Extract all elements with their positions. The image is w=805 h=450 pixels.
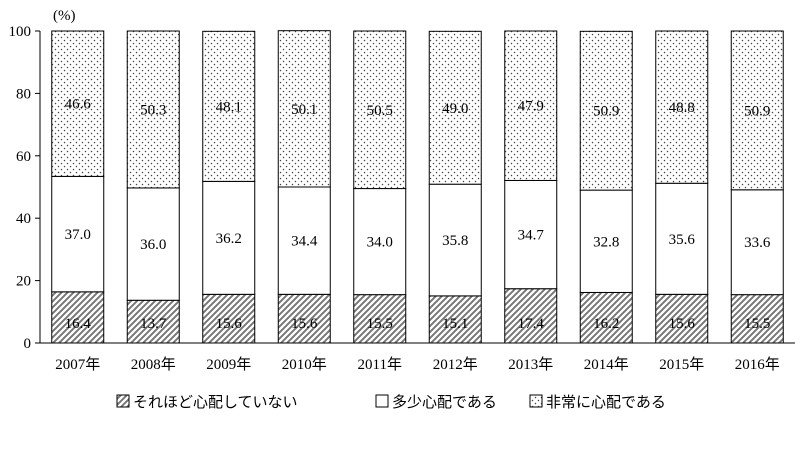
bar-segment <box>51 30 105 177</box>
bar-segment <box>126 299 180 344</box>
bar-segment <box>579 30 633 191</box>
x-tick-label: 2014年 <box>584 356 629 373</box>
data-label: 15.6 <box>669 316 696 332</box>
data-label: 36.2 <box>216 231 242 247</box>
data-label: 32.8 <box>593 234 619 250</box>
bar-segment <box>655 293 709 344</box>
y-tick-label: 60 <box>16 149 31 165</box>
legend-label: 多少心配である <box>392 393 497 411</box>
data-label: 35.6 <box>669 232 696 248</box>
y-tick-label: 80 <box>16 86 31 102</box>
bar-segment <box>51 291 105 344</box>
bar-segment <box>202 30 256 182</box>
data-label: 48.1 <box>216 99 242 115</box>
data-label: 47.9 <box>518 99 544 115</box>
data-label: 48.8 <box>669 100 695 116</box>
x-tick-label: 2010年 <box>282 356 327 373</box>
data-label: 46.6 <box>65 97 92 113</box>
legend-swatch <box>529 394 543 408</box>
bar-segment <box>428 30 482 185</box>
bar-segment <box>202 180 256 295</box>
data-label: 34.4 <box>291 234 318 250</box>
data-label: 34.7 <box>518 228 545 244</box>
x-tick-label: 2007年 <box>55 356 100 373</box>
data-label: 50.1 <box>291 102 317 118</box>
data-label: 17.4 <box>518 316 545 332</box>
data-label: 15.5 <box>367 316 393 332</box>
x-tick-label: 2012年 <box>433 356 478 373</box>
x-tick-label: 2013年 <box>508 356 553 373</box>
data-label: 15.6 <box>291 316 318 332</box>
bar-segment <box>730 30 784 191</box>
bar-segment <box>504 30 558 181</box>
data-label: 33.6 <box>744 235 771 251</box>
bar-segment <box>655 182 709 295</box>
data-label: 50.3 <box>140 102 166 118</box>
x-tick-label: 2011年 <box>358 356 402 373</box>
data-label: 50.9 <box>593 104 619 120</box>
bar-segment <box>353 294 407 344</box>
bar-segment <box>579 291 633 344</box>
legend-label: それほど心配していない <box>133 393 298 411</box>
data-label: 16.4 <box>65 316 92 332</box>
bar-segment <box>504 288 558 344</box>
axes: 0 20 40 60 80 100 2007年 2008年 2009年 2010年 2011年 201… <box>9 24 795 373</box>
legend-label: 非常に心配である <box>546 393 666 411</box>
bar-segment <box>277 30 331 188</box>
data-label: 15.1 <box>442 316 468 332</box>
bar-segment <box>277 293 331 344</box>
x-tick-label: 2009年 <box>206 356 251 373</box>
y-tick-label: 0 <box>24 336 32 352</box>
data-label: 15.6 <box>216 316 243 332</box>
data-label: 13.7 <box>140 316 167 332</box>
data-label: 37.0 <box>65 227 91 243</box>
y-unit-label: (%) <box>53 8 76 24</box>
x-tick-label: 2015年 <box>659 356 704 373</box>
bar-segment <box>428 183 482 297</box>
data-labels: 16.4 37.0 46.6 13.7 36.0 50.3 15.6 36.2 48.1 15.6… <box>65 97 771 332</box>
y-tick-label: 100 <box>9 24 32 40</box>
data-label: 36.0 <box>140 237 166 253</box>
data-label: 15.5 <box>744 316 770 332</box>
x-tick-label: 2016年 <box>735 356 780 373</box>
bar-segment <box>126 187 180 301</box>
legend-swatch <box>375 394 389 408</box>
data-label: 50.9 <box>744 103 770 119</box>
bar-segment <box>353 30 407 190</box>
bars <box>51 30 784 344</box>
x-tick-label: 2008年 <box>131 356 176 373</box>
bar-segment <box>730 294 784 344</box>
data-label: 34.0 <box>367 235 393 251</box>
data-label: 50.5 <box>367 103 393 119</box>
data-label: 16.2 <box>593 316 619 332</box>
legend: それほど心配していない 多少心配である 非常に心配である <box>116 393 666 411</box>
bar-segment <box>655 30 709 184</box>
data-label: 35.8 <box>442 233 468 249</box>
y-tick-label: 40 <box>16 211 31 227</box>
bar-segment <box>126 30 180 189</box>
legend-swatch <box>116 394 130 408</box>
bar-segment <box>277 186 331 295</box>
y-tick-label: 20 <box>16 274 31 290</box>
bar-segment <box>51 175 105 293</box>
data-label: 49.0 <box>442 101 468 117</box>
